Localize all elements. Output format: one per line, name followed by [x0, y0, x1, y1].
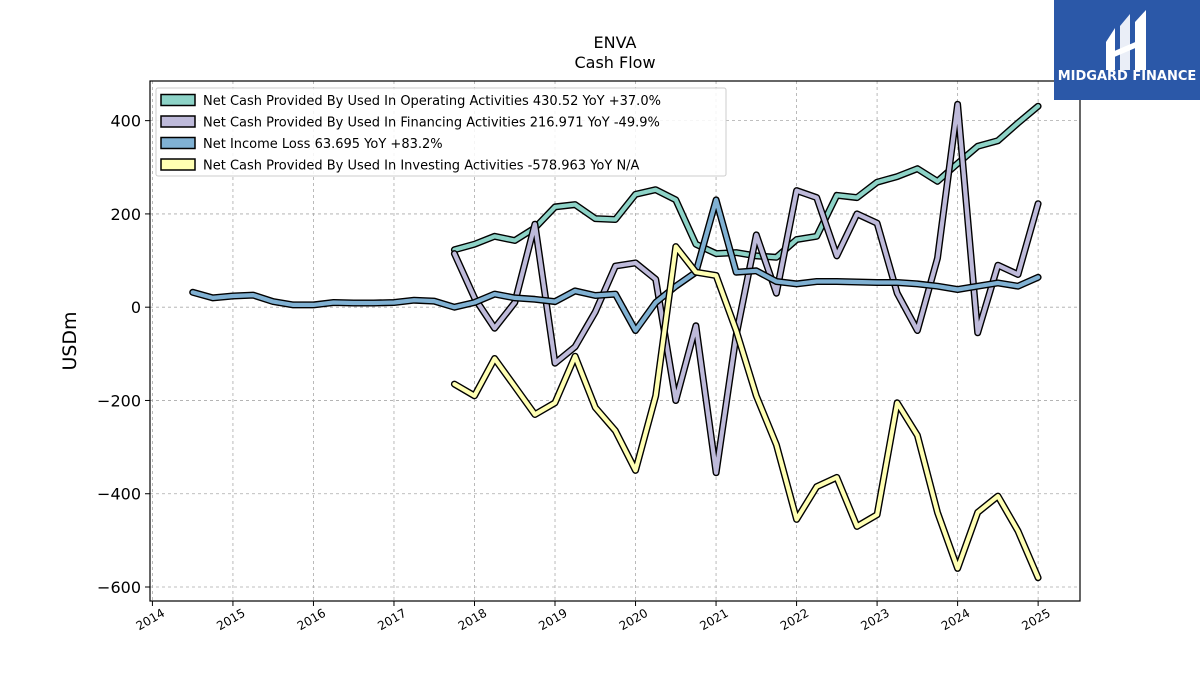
plot-frame: [149, 80, 1081, 602]
series-line: [452, 104, 1041, 260]
legend-entry-label: Net Cash Provided By Used In Investing A…: [203, 159, 640, 174]
x-tick-label: 2020: [617, 606, 650, 633]
y-axis: 400 200 0 −200 −400 −600: [97, 112, 150, 597]
series-line: [190, 197, 1041, 333]
y-axis-label: USDm: [59, 311, 81, 370]
chart-title: ENVA: [594, 33, 637, 52]
series-0: [450, 102, 1042, 261]
series-3: [450, 243, 1042, 582]
y-tick-label: 400: [110, 112, 141, 131]
series-line: [452, 102, 1041, 475]
legend-entry-label: Net Income Loss 63.695 YoY +83.2%: [203, 137, 443, 152]
x-tick-label: 2017: [375, 606, 408, 633]
x-tick-label: 2025: [1019, 606, 1052, 633]
x-tick-label: 2018: [456, 606, 489, 633]
series-line: [452, 244, 1041, 580]
y-tick-label: −400: [97, 485, 141, 504]
x-tick-label: 2016: [295, 606, 328, 633]
legend-swatch: [160, 93, 196, 107]
x-tick-label: 2022: [778, 606, 811, 633]
series-2: [189, 196, 1042, 334]
logo-text: MIDGARD FINANCE: [1058, 69, 1197, 84]
x-tick-label: 2019: [536, 606, 569, 633]
legend-box: [155, 87, 727, 177]
x-tick-label: 2014: [134, 606, 167, 633]
y-tick-label: −200: [97, 391, 141, 410]
series-layer: [189, 100, 1042, 582]
series-1: [450, 100, 1042, 477]
x-tick-label: 2021: [697, 606, 730, 633]
legend: Net Cash Provided By Used In Operating A…: [155, 87, 727, 177]
logo-mark-icon: [1106, 10, 1146, 70]
midgard-finance-logo: MIDGARD FINANCE: [1054, 0, 1200, 100]
legend-swatch: [160, 158, 196, 171]
y-tick-label: −600: [97, 578, 141, 597]
legend-entry-label: Net Cash Provided By Used In Financing A…: [203, 116, 660, 131]
legend-entry-label: Net Cash Provided By Used In Operating A…: [203, 94, 661, 109]
y-tick-label: 200: [110, 205, 141, 224]
x-tick-label: 2023: [858, 606, 891, 633]
y-tick-label: 0: [131, 298, 141, 317]
x-tick-label: 2024: [939, 606, 972, 633]
legend-swatch: [160, 136, 196, 150]
chart-subtitle: Cash Flow: [574, 53, 655, 72]
x-axis: 2014 2015 2016 2017 2018 2019 2020 2021 2022 2023…: [134, 601, 1053, 633]
legend-swatch: [160, 115, 196, 128]
x-tick-label: 2015: [214, 606, 247, 633]
